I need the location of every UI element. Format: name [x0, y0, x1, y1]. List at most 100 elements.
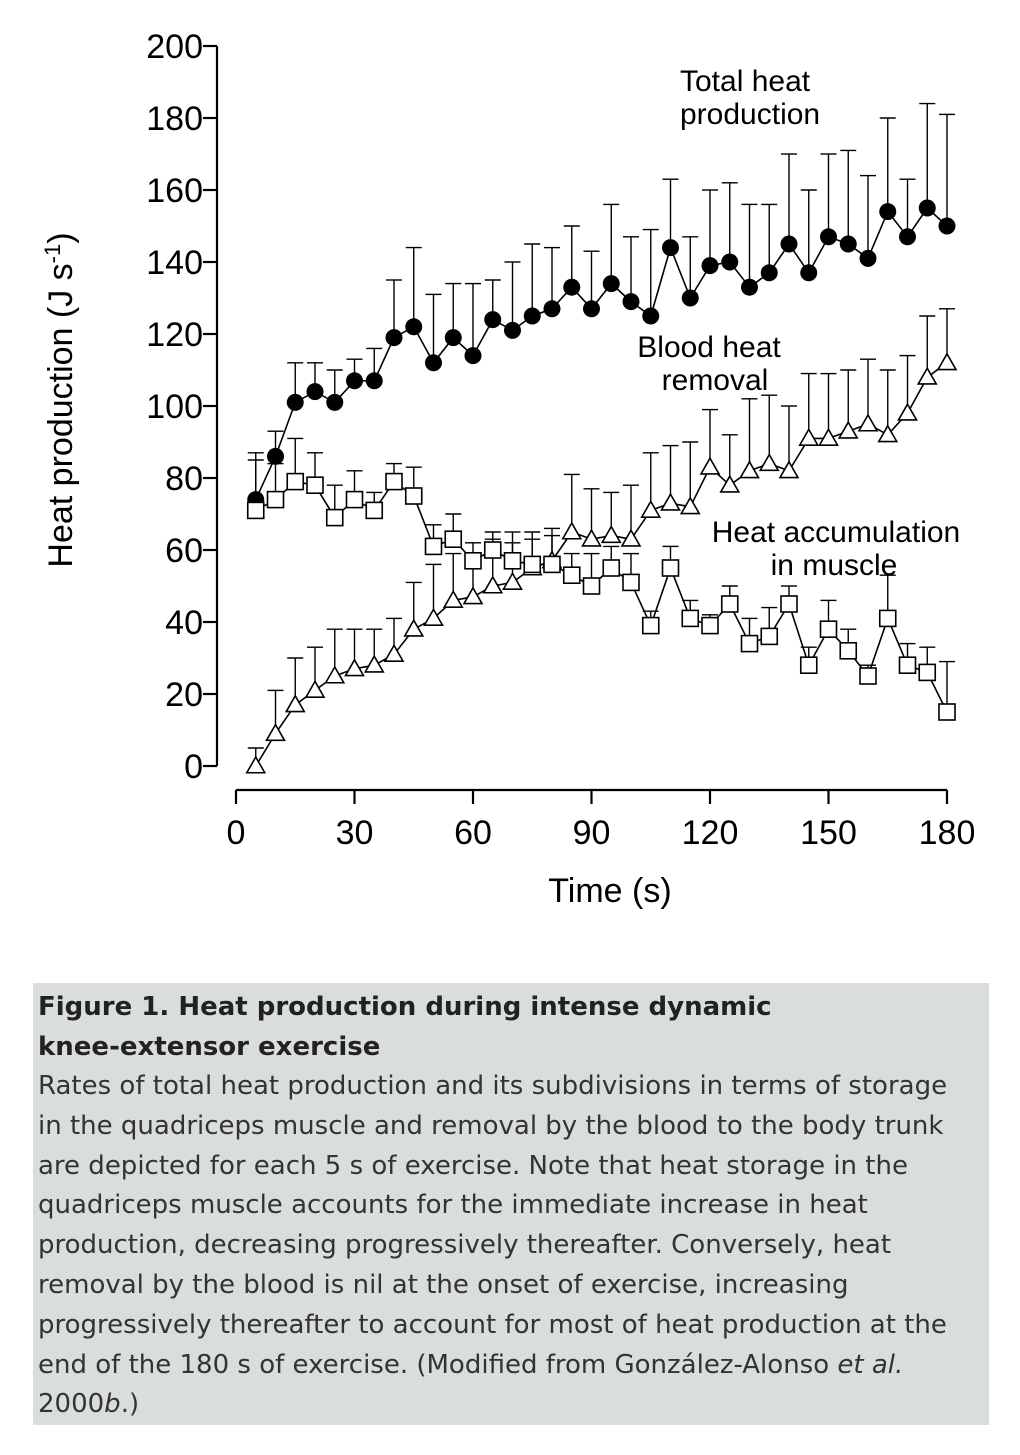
- heat-accumulation-muscle-point: [523, 555, 542, 574]
- total-heat-production-point: [741, 278, 758, 296]
- y-tick-label: 160: [146, 172, 203, 210]
- x-tick-label: 60: [454, 814, 492, 852]
- blood-heat-removal-point: [758, 452, 780, 472]
- heat-accumulation-muscle-point: [740, 634, 759, 653]
- heat-accumulation-muscle-point: [859, 667, 877, 685]
- heat-accumulation-muscle-point: [819, 620, 838, 639]
- blood-heat-removal-point: [739, 460, 760, 479]
- heat-accumulation-muscle-point: [365, 501, 384, 520]
- x-tick-label: 90: [573, 814, 611, 852]
- x-tick-label: 180: [919, 814, 976, 852]
- blood-heat-removal-point: [423, 607, 444, 626]
- heat-accumulation-muscle-point: [246, 501, 265, 520]
- blood-heat-removal-point: [482, 575, 504, 594]
- heat-accumulation-muscle-point: [641, 616, 660, 635]
- total-heat-production-point: [464, 347, 482, 365]
- total-heat-production-point: [385, 329, 403, 347]
- series-lines: [255, 206, 948, 767]
- total-heat-production-point: [622, 293, 640, 311]
- heat-accumulation-muscle-point: [582, 577, 601, 595]
- caption-body-line: 2000b.): [38, 1385, 983, 1425]
- heat-accumulation-muscle-point: [286, 472, 305, 491]
- blood-heat-removal-point: [581, 528, 602, 547]
- total-heat-production-point: [859, 249, 877, 267]
- total-heat-production-point: [563, 278, 581, 296]
- blood-heat-removal-point: [442, 589, 464, 608]
- total-heat-production-point: [425, 354, 442, 372]
- heat-accumulation-muscle-point: [839, 641, 858, 660]
- annotation-total-line2: production: [680, 98, 820, 131]
- y-axis-label: Heat production (J s-1): [40, 232, 80, 567]
- blood-heat-removal-point: [245, 755, 267, 774]
- x-axis-label: Time (s): [548, 872, 671, 910]
- caption-line9-italic: b: [104, 1389, 121, 1420]
- total-heat-production-point: [405, 318, 423, 336]
- total-heat-production-point: [820, 228, 837, 246]
- total-heat-production-point: [780, 235, 798, 253]
- total-heat-production-point: [839, 235, 857, 253]
- total-heat-production-point: [899, 228, 916, 246]
- total-heat-production-point: [326, 393, 344, 411]
- y-tick-label: 100: [146, 388, 203, 426]
- heat-accumulation-muscle-point: [424, 537, 443, 556]
- caption-body-line: removal by the blood is nil at the onset…: [38, 1269, 849, 1300]
- heat-accumulation-muscle-point: [661, 559, 680, 577]
- total-heat-production-point: [523, 307, 541, 325]
- caption-line8-text: end of the 180 s of exercise. (Modified …: [38, 1349, 838, 1380]
- y-tick-label: 180: [146, 100, 203, 138]
- heat-accumulation-muscle-point: [543, 555, 561, 574]
- total-heat-production-line: [255, 206, 948, 500]
- total-heat-production-point: [365, 372, 383, 390]
- caption-body-line: quadriceps muscle accounts for the immed…: [38, 1190, 868, 1221]
- caption-body-line: are depicted for each 5 s of exercise. N…: [38, 1150, 908, 1181]
- total-heat-production-point: [504, 321, 521, 339]
- blood-heat-removal-point: [502, 571, 523, 590]
- heat-accumulation-muscle-point: [444, 530, 463, 549]
- y-tick-label: 60: [165, 532, 203, 570]
- error-bars: [247, 102, 955, 766]
- caption-body-line: end of the 180 s of exercise. (Modified …: [38, 1346, 983, 1386]
- heat-accumulation-muscle-point: [464, 551, 482, 570]
- caption-body-line: in the quadriceps muscle and removal by …: [38, 1110, 944, 1141]
- caption-line9-close: .): [120, 1389, 140, 1420]
- caption-title-line2: knee-extensor exercise: [38, 1032, 381, 1062]
- y-tick-label: 80: [165, 460, 203, 498]
- blood-heat-removal-point: [383, 643, 405, 662]
- heat-accumulation-muscle-point: [760, 627, 779, 646]
- y-tick-label: 140: [146, 244, 203, 282]
- x-tick-label: 0: [227, 814, 246, 852]
- x-tick-label: 120: [682, 814, 739, 852]
- x-tick-label: 150: [800, 814, 857, 852]
- chart-labels: Total heat production Blood heat removal…: [40, 65, 960, 910]
- caption-title-line1: Figure 1. Heat production during intense…: [38, 992, 772, 1022]
- annotation-muscle-line2: in muscle: [771, 549, 898, 582]
- blood-heat-removal-point: [679, 496, 701, 515]
- heat-accumulation-muscle-point: [898, 656, 917, 675]
- total-heat-production-point: [879, 203, 897, 221]
- total-heat-production-point: [543, 300, 561, 318]
- blood-heat-removal-point: [620, 528, 642, 547]
- annotation-blood-line2: removal: [662, 364, 769, 397]
- x-tick-label: 30: [336, 814, 374, 852]
- heat-accumulation-muscle-point: [938, 703, 956, 721]
- blood-heat-removal-point: [699, 456, 721, 475]
- annotation-muscle-line1: Heat accumulation: [712, 516, 960, 549]
- caption-line8-italic: et al.: [837, 1349, 904, 1380]
- heat-accumulation-muscle-point: [404, 487, 423, 505]
- y-tick-label: 120: [146, 316, 203, 354]
- blood-heat-removal-point: [877, 424, 899, 443]
- heat-accumulation-muscle-point: [345, 490, 364, 509]
- caption-line9-year: 2000: [38, 1389, 105, 1420]
- y-tick-label: 200: [146, 28, 203, 66]
- y-axis-label-superscript: -1: [40, 244, 65, 264]
- blood-heat-removal-point: [363, 654, 385, 673]
- total-heat-production-point: [602, 275, 620, 293]
- blood-heat-removal-point: [284, 694, 306, 713]
- blood-heat-removal-point: [462, 586, 484, 605]
- blood-heat-removal-point: [818, 427, 839, 446]
- heat-accumulation-muscle-point: [720, 595, 739, 613]
- total-heat-production-point: [286, 393, 304, 411]
- total-heat-production-point: [267, 447, 284, 465]
- total-heat-production-point: [721, 253, 739, 271]
- heat-accumulation-muscle-point: [483, 541, 502, 559]
